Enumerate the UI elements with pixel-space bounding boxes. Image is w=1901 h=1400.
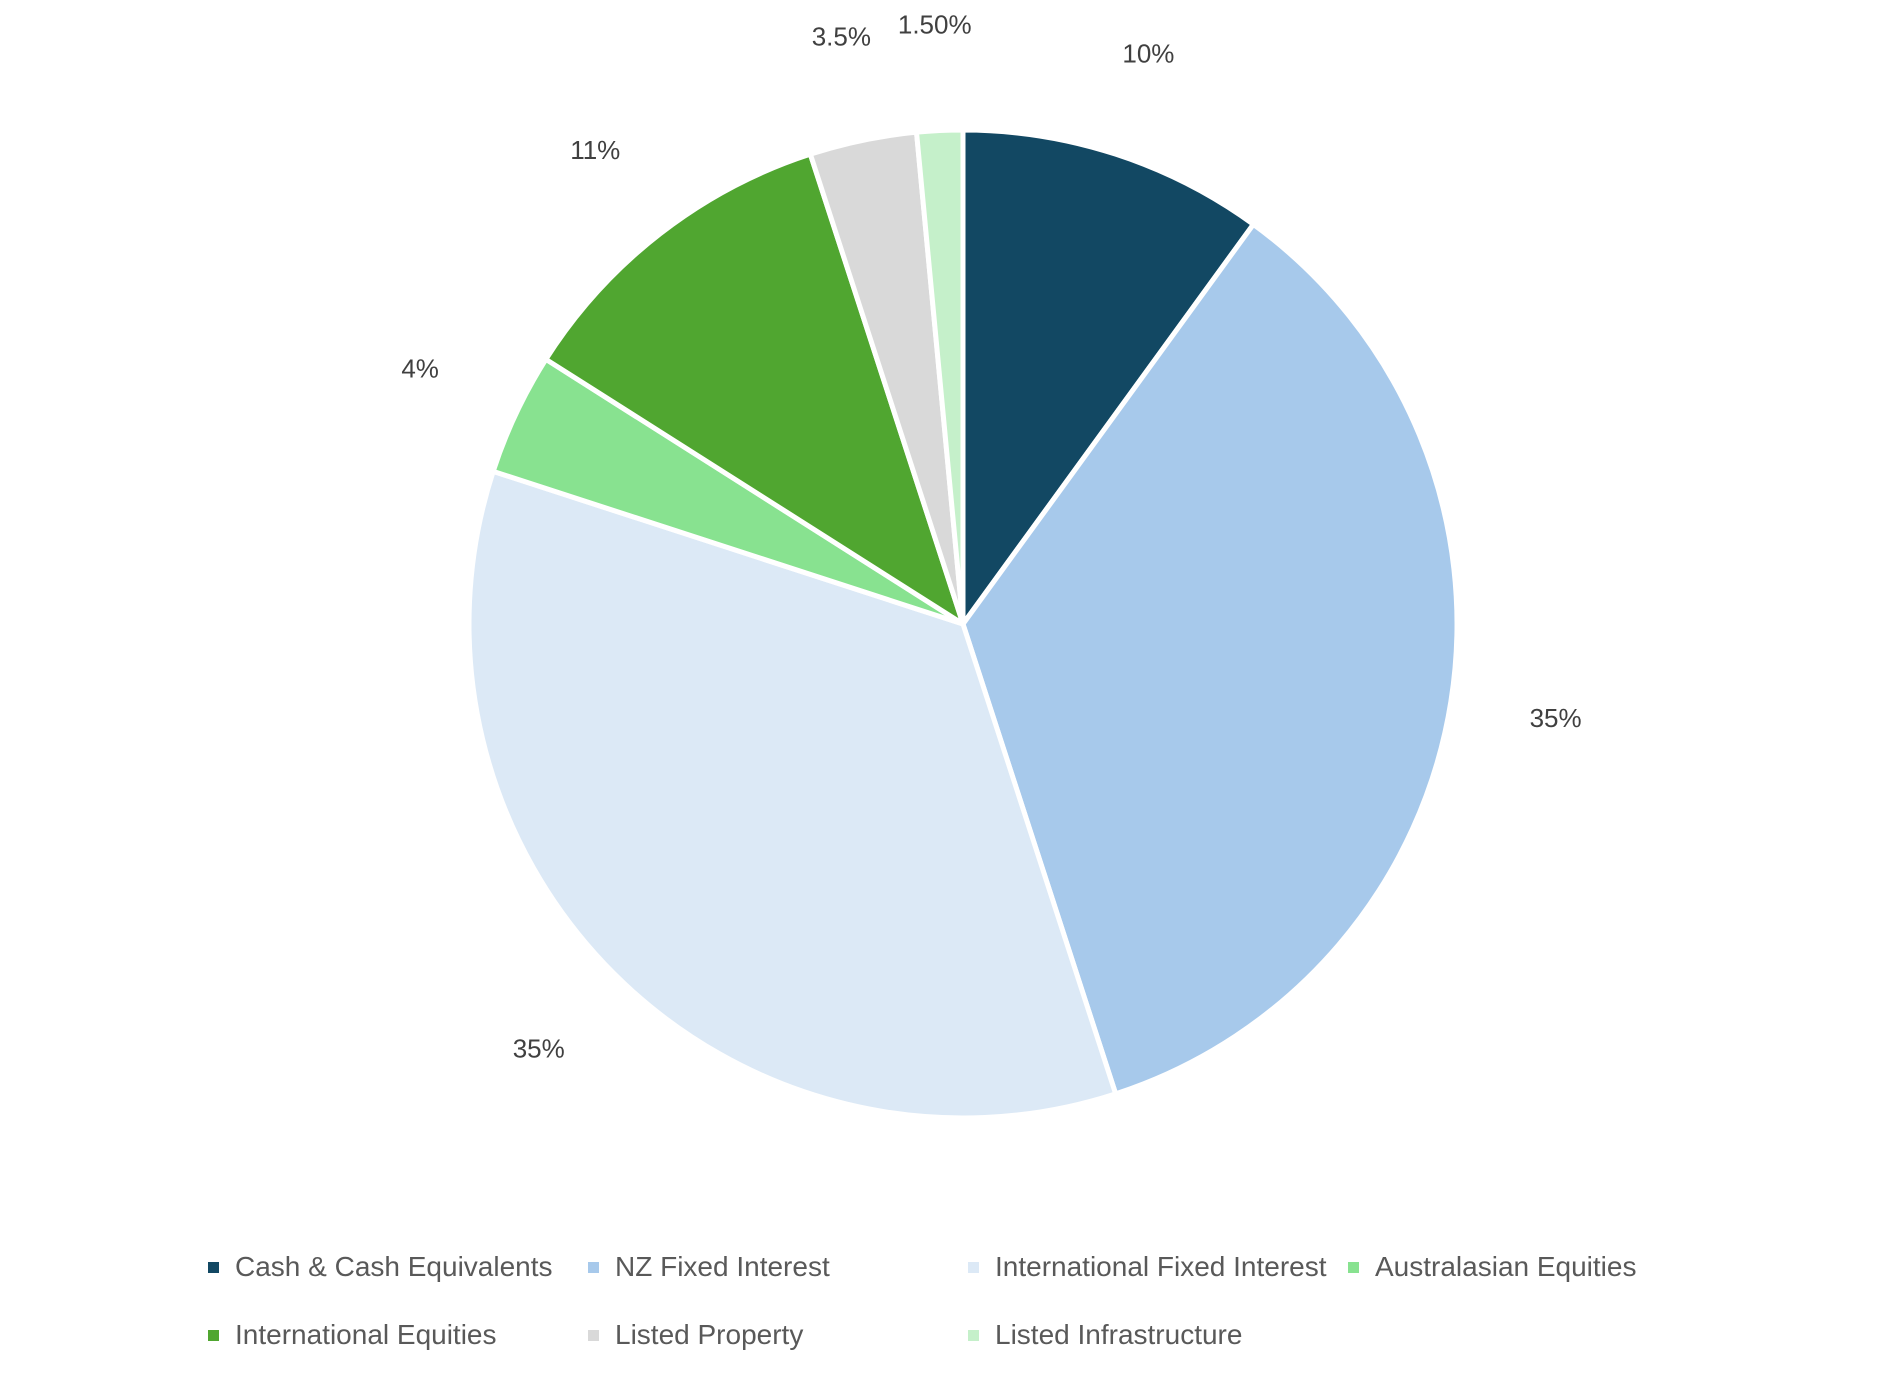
legend-swatch bbox=[968, 1261, 979, 1273]
legend-swatch bbox=[208, 1261, 219, 1273]
legend-swatch bbox=[588, 1261, 599, 1273]
legend-label: Listed Property bbox=[615, 1319, 804, 1350]
data-labels-group: 10% 35% 35% 4% 11% 3.5% 1.50% bbox=[401, 10, 1581, 1064]
data-label-cash-and-cash-equivalents: 10% bbox=[1122, 38, 1174, 68]
pie-slice-listed-infrastructure bbox=[914, 127, 966, 627]
slices-group bbox=[466, 127, 1460, 1121]
data-label-listed-property: 3.5% bbox=[812, 21, 871, 51]
legend-item-international-equities: International Equities bbox=[208, 1315, 588, 1355]
legend-label: Australasian Equities bbox=[1375, 1251, 1637, 1282]
legend-swatch bbox=[588, 1329, 599, 1341]
legend-item-international-fixed-interest: International Fixed Interest bbox=[968, 1247, 1348, 1287]
legend-item-listed-property: Listed Property bbox=[588, 1315, 968, 1355]
pie-slice-international-equities bbox=[543, 151, 966, 627]
legend-label: Cash & Cash Equivalents bbox=[235, 1251, 553, 1282]
legend-item-australasian-equities: Australasian Equities bbox=[1348, 1247, 1708, 1287]
legend-item-cash-and-cash-equivalents: Cash & Cash Equivalents bbox=[208, 1247, 588, 1287]
legend-swatch bbox=[1348, 1261, 1359, 1273]
legend-label: Listed Infrastructure bbox=[995, 1319, 1243, 1350]
pie-slice-cash-and-cash-equivalents bbox=[960, 127, 1256, 627]
legend-swatch bbox=[968, 1329, 979, 1341]
data-label-nz-fixed-interest: 35% bbox=[1530, 703, 1582, 733]
legend-item-nz-fixed-interest: NZ Fixed Interest bbox=[588, 1247, 968, 1287]
legend-item-listed-infrastructure: Listed Infrastructure bbox=[968, 1315, 1348, 1355]
pie-slice-nz-fixed-interest bbox=[960, 221, 1460, 1097]
data-label-international-fixed-interest: 35% bbox=[513, 1033, 565, 1063]
legend-label: NZ Fixed Interest bbox=[615, 1251, 830, 1282]
data-label-listed-infrastructure: 1.50% bbox=[898, 10, 972, 40]
pie-slice-international-fixed-interest bbox=[466, 468, 1119, 1121]
legend: Cash & Cash Equivalents NZ Fixed Interest… bbox=[208, 1247, 1708, 1355]
legend-swatch bbox=[208, 1329, 219, 1341]
data-label-international-equities: 11% bbox=[570, 135, 620, 165]
legend-label: International Equities bbox=[235, 1319, 497, 1350]
data-label-australasian-equities: 4% bbox=[401, 354, 439, 384]
legend-label: International Fixed Interest bbox=[995, 1251, 1327, 1282]
